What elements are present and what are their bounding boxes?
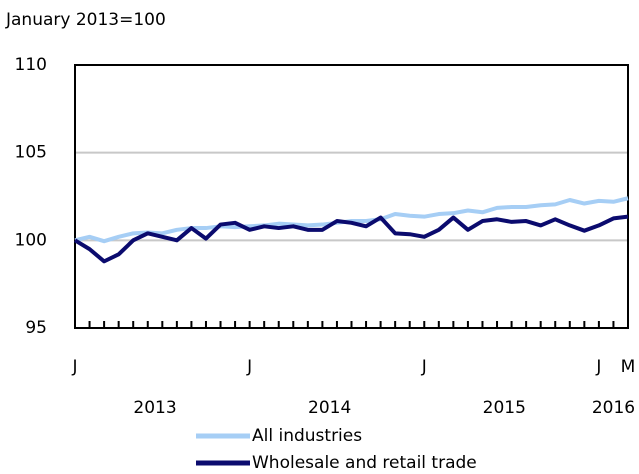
- x-group-label: 2015: [483, 398, 526, 418]
- x-tick-label: J: [71, 357, 77, 377]
- x-group-label: 2014: [308, 398, 351, 418]
- y-tick-label: 105: [15, 143, 47, 163]
- legend-label: All industries: [252, 426, 362, 446]
- x-tick-label: J: [246, 357, 252, 377]
- x-group-label: 2016: [592, 398, 635, 418]
- y-axis-title: January 2013=100: [5, 10, 166, 30]
- series-line: [73, 214, 629, 264]
- y-tick-label: 110: [15, 55, 47, 75]
- plot-frame: [74, 64, 629, 329]
- y-tick-label: 100: [15, 230, 47, 250]
- y-tick-label: 95: [25, 318, 47, 338]
- legend-label: Wholesale and retail trade: [252, 453, 477, 473]
- x-group-label: 2013: [133, 398, 176, 418]
- x-tick-label: M: [621, 357, 636, 377]
- x-tick-label: J: [595, 357, 601, 377]
- x-tick-label: J: [421, 357, 427, 377]
